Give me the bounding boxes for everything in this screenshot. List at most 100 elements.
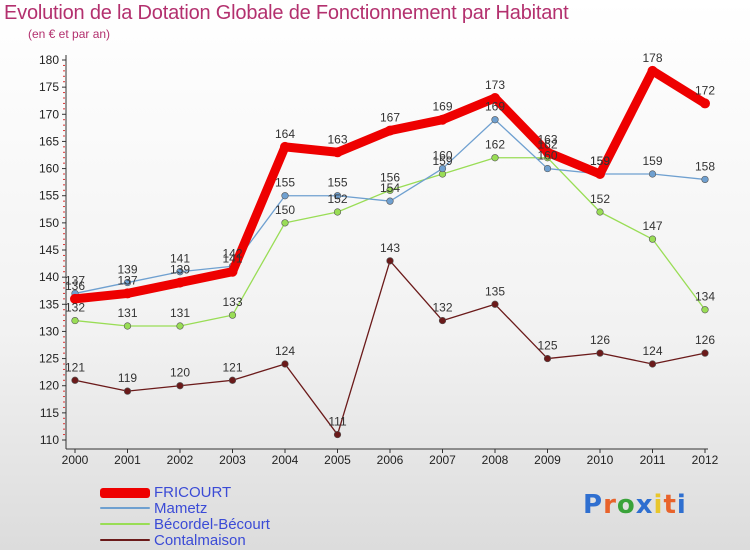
- x-tick-label: 2011: [640, 453, 666, 467]
- data-label: 120: [170, 366, 190, 380]
- y-tick-label: 125: [39, 352, 59, 366]
- y-minor-tick: [63, 309, 65, 311]
- y-minor-tick: [63, 206, 65, 208]
- data-point: [648, 170, 657, 178]
- data-label: 155: [327, 176, 347, 190]
- y-minor-tick: [63, 124, 65, 126]
- y-minor-tick: [63, 119, 65, 121]
- y-minor-tick: [63, 314, 65, 316]
- data-label: 169: [432, 100, 452, 114]
- x-tick-label: 2010: [587, 453, 614, 467]
- y-minor-tick: [63, 363, 65, 365]
- data-point: [123, 322, 132, 330]
- y-minor-tick: [63, 401, 65, 403]
- data-label: 178: [642, 51, 662, 65]
- y-minor-tick: [63, 75, 65, 77]
- y-minor-tick: [63, 108, 65, 110]
- data-point: [70, 293, 80, 304]
- data-point: [490, 93, 500, 103]
- data-label: 152: [590, 192, 610, 206]
- data-point: [176, 382, 184, 390]
- data-point: [386, 197, 394, 205]
- data-label: 155: [275, 176, 295, 190]
- y-minor-tick: [63, 287, 65, 289]
- data-label: 160: [537, 149, 557, 163]
- y-tick-label: 140: [39, 270, 59, 284]
- legend-swatch: [100, 523, 150, 525]
- x-tick-label: 2004: [272, 453, 299, 467]
- data-point: [701, 349, 709, 357]
- y-tick-label: 180: [39, 53, 59, 67]
- data-label: 156: [380, 170, 400, 184]
- data-label: 164: [275, 127, 295, 141]
- data-point: [333, 208, 342, 216]
- data-label: 131: [170, 306, 190, 320]
- logo-letter: x: [635, 490, 654, 520]
- data-point: [437, 114, 448, 125]
- logo-letter: t: [663, 490, 677, 520]
- y-tick-label: 170: [39, 107, 59, 121]
- y-minor-tick: [63, 151, 65, 153]
- data-point: [385, 125, 395, 136]
- y-minor-tick: [63, 146, 65, 148]
- data-point: [701, 175, 709, 184]
- y-minor-tick: [63, 130, 65, 132]
- data-point: [595, 169, 605, 179]
- data-point: [71, 316, 79, 325]
- data-label: 159: [642, 154, 662, 168]
- x-tick-label: 2012: [692, 453, 719, 467]
- chart-series: [70, 65, 710, 439]
- data-point: [648, 235, 657, 243]
- data-label: 162: [537, 138, 557, 152]
- y-minor-tick: [63, 390, 65, 392]
- y-minor-tick: [63, 238, 65, 240]
- data-point: [123, 387, 132, 395]
- data-label: 132: [432, 301, 452, 315]
- y-minor-tick: [63, 135, 65, 137]
- data-label: 121: [222, 360, 242, 374]
- y-tick-label: 130: [39, 324, 59, 338]
- data-label: 134: [695, 290, 715, 304]
- data-label: 158: [695, 159, 715, 173]
- y-tick-label: 115: [40, 406, 59, 420]
- data-point: [281, 360, 289, 368]
- data-label: 119: [118, 371, 137, 385]
- chart-subtitle: (en € et par an): [28, 27, 111, 41]
- data-point: [71, 376, 79, 384]
- data-label: 124: [642, 344, 662, 358]
- data-label: 133: [222, 295, 242, 309]
- y-tick-label: 175: [39, 80, 59, 94]
- logo-letter: P: [583, 490, 604, 520]
- y-minor-tick: [63, 265, 65, 267]
- y-minor-tick: [63, 320, 65, 322]
- data-label: 142: [222, 246, 242, 260]
- data-label: 126: [590, 333, 610, 347]
- data-label: 126: [695, 333, 715, 347]
- data-point: [647, 65, 658, 76]
- data-label: 152: [327, 192, 347, 206]
- data-label: 136: [65, 279, 85, 293]
- y-minor-tick: [63, 227, 65, 229]
- data-label: 154: [380, 181, 400, 195]
- y-tick-label: 160: [39, 162, 59, 176]
- data-label: 141: [170, 252, 190, 266]
- data-point: [491, 116, 499, 124]
- data-point: [227, 266, 238, 277]
- legend-swatch: [100, 488, 150, 498]
- data-point: [543, 354, 552, 363]
- data-point: [176, 268, 184, 276]
- y-minor-tick: [63, 374, 65, 376]
- data-label: 173: [485, 78, 505, 92]
- x-tick-label: 2006: [377, 453, 404, 467]
- data-point: [333, 430, 342, 439]
- y-minor-tick: [63, 244, 65, 246]
- x-tick-label: 2002: [167, 453, 194, 467]
- data-label: 124: [275, 344, 295, 358]
- data-point: [596, 349, 604, 357]
- y-minor-tick: [63, 102, 65, 104]
- data-label: 137: [65, 273, 85, 287]
- data-label: 121: [65, 360, 85, 374]
- y-tick-label: 150: [39, 216, 59, 230]
